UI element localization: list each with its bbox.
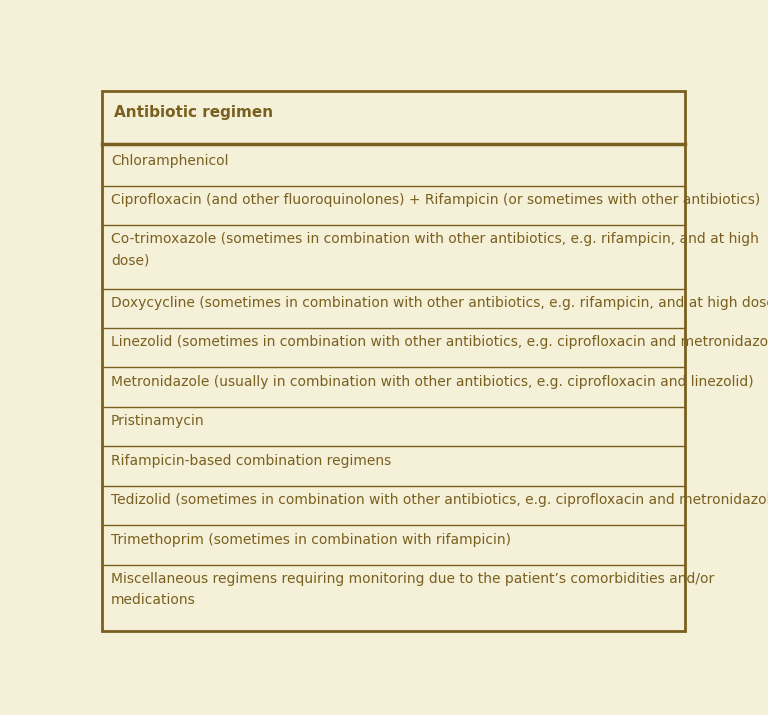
Text: Pristinamycin: Pristinamycin (111, 414, 204, 428)
Text: Trimethoprim (sometimes in combination with rifampicin): Trimethoprim (sometimes in combination w… (111, 533, 511, 546)
Text: Co-trimoxazole (sometimes in combination with other antibiotics, e.g. rifampicin: Co-trimoxazole (sometimes in combination… (111, 232, 759, 267)
Text: Doxycycline (sometimes in combination with other antibiotics, e.g. rifampicin, a: Doxycycline (sometimes in combination wi… (111, 296, 768, 310)
Text: Linezolid (sometimes in combination with other antibiotics, e.g. ciprofloxacin a: Linezolid (sometimes in combination with… (111, 335, 768, 349)
Text: Antibiotic regimen: Antibiotic regimen (114, 105, 273, 120)
Text: Tedizolid (sometimes in combination with other antibiotics, e.g. ciprofloxacin a: Tedizolid (sometimes in combination with… (111, 493, 768, 507)
Text: Ciprofloxacin (and other fluoroquinolones) + Rifampicin (or sometimes with other: Ciprofloxacin (and other fluoroquinolone… (111, 193, 760, 207)
Text: Metronidazole (usually in combination with other antibiotics, e.g. ciprofloxacin: Metronidazole (usually in combination wi… (111, 375, 753, 389)
Text: Miscellaneous regimens requiring monitoring due to the patient’s comorbidities a: Miscellaneous regimens requiring monitor… (111, 572, 714, 606)
Text: Chloramphenicol: Chloramphenicol (111, 154, 228, 167)
Text: Rifampicin-based combination regimens: Rifampicin-based combination regimens (111, 453, 391, 468)
